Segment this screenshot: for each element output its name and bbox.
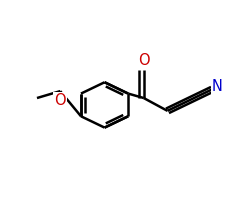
Text: O: O <box>54 93 66 108</box>
Text: O: O <box>138 53 150 68</box>
Text: N: N <box>212 79 223 94</box>
